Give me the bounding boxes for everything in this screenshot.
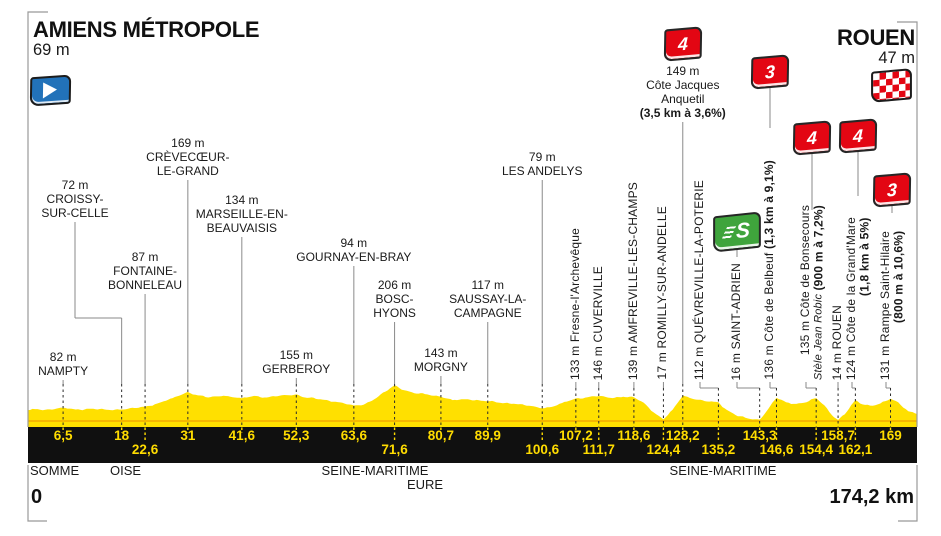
finish-elevation: 47 m xyxy=(878,49,915,67)
waypoint-label: 17 m ROMILLY-SUR-ANDELLE xyxy=(655,206,670,380)
total-distance-label: 174,2 km xyxy=(829,486,914,508)
km-tick-label: 18 xyxy=(114,427,130,443)
waypoint-label: 206 m BOSC- HYONS xyxy=(373,278,416,320)
waypoint-label: 139 m AMFREVILLE-LES-CHAMPS xyxy=(625,181,640,380)
km-tick-label: 22,6 xyxy=(131,441,159,457)
waypoint-label: 149 m Côte Jacques Anquetil (3,5 km à 3,6%) xyxy=(639,64,726,120)
waypoint-label: 94 m GOURNAY-EN-BRAY xyxy=(296,236,412,264)
waypoint-label: 146 m CUVERVILLE xyxy=(590,265,605,380)
waypoint-label: 79 m LES ANDELYS xyxy=(501,150,583,178)
start-flag-triangle xyxy=(42,81,58,99)
km-tick-label: 80,7 xyxy=(427,427,455,443)
km-tick-label: 107,2 xyxy=(558,427,593,443)
sprint-letter: S xyxy=(735,218,750,244)
km-tick-label: 124,4 xyxy=(646,441,681,457)
km-tick-label: 89,9 xyxy=(474,427,501,443)
km-tick-label: 169 xyxy=(879,427,902,443)
waypoint-label: 131 m Rampe Saint-Hilaire (800 m à 10,6%) xyxy=(878,230,906,380)
finish-flag-icon xyxy=(871,68,912,103)
bracket-bottom-left xyxy=(27,465,47,522)
sprint-speed-lines-icon xyxy=(721,225,737,241)
waypoint-label: 124 m Côte de la Grand'Mare (1,8 km à 5%) xyxy=(844,216,872,380)
category-badge: 4 xyxy=(838,118,878,154)
waypoint-label: 136 m Côte de Belbeuf (1,3 km à 9,1%) xyxy=(762,160,776,380)
category-badge: 3 xyxy=(750,54,790,90)
start-flag-icon xyxy=(29,74,72,107)
km-tick-label: 41,6 xyxy=(228,427,255,443)
km-tick-label: 52,3 xyxy=(283,427,310,443)
km-tick-label: 154,4 xyxy=(799,441,834,457)
department-label: SOMME xyxy=(30,463,80,478)
km-tick-label: 71,6 xyxy=(381,441,408,457)
km-tick-label: 118,6 xyxy=(617,427,651,443)
waypoint-label: 72 m CROISSY- SUR-CELLE xyxy=(41,178,109,220)
waypoint-label: 82 m NAMPTY xyxy=(38,350,89,378)
waypoint-label: 112 m QUÉVREVILLE-LA-POTERIE xyxy=(692,179,706,380)
bracket-top-right xyxy=(897,21,918,427)
waypoint-label: 143 m MORGNY xyxy=(413,346,468,374)
waypoint-label: 117 m SAUSSAY-LA- CAMPAGNE xyxy=(449,278,527,320)
km-tick-label: 162,1 xyxy=(838,441,873,457)
bracket-top-left xyxy=(27,11,48,427)
finish-city-name: ROUEN xyxy=(837,25,915,50)
waypoint-label: 87 m FONTAINE- BONNELEAU xyxy=(108,250,183,292)
km-tick-label: 158,7 xyxy=(821,427,855,443)
km-tick-label: 143,3 xyxy=(742,427,777,443)
waypoint-label: 169 m CRÈVECŒUR- LE-GRAND xyxy=(146,136,230,178)
km-tick-label: 63,6 xyxy=(340,427,367,443)
department-label: OISE xyxy=(110,463,142,478)
start-city-name: AMIENS MÉTROPOLE xyxy=(33,17,260,42)
category-badge: 4 xyxy=(663,26,702,62)
sprint-badge: S xyxy=(713,211,761,253)
distance-bar xyxy=(28,427,917,463)
waypoint-label: 155 m GERBEROY xyxy=(262,348,331,376)
km-tick-label: 100,6 xyxy=(525,441,560,457)
category-badge: 4 xyxy=(792,120,832,156)
elevation-profile-area xyxy=(28,385,917,427)
waypoint-label: 14 m ROUEN xyxy=(830,304,844,380)
km-tick-label: 128,2 xyxy=(665,427,700,443)
start-elevation: 69 m xyxy=(33,41,70,59)
department-label: SEINE-MARITIME xyxy=(321,463,429,478)
department-label: EURE xyxy=(406,477,444,492)
start-km-label: 0 xyxy=(31,486,43,508)
department-label: SEINE-MARITIME xyxy=(669,463,777,478)
km-tick-label: 135,2 xyxy=(701,441,736,457)
km-tick-label: 111,7 xyxy=(582,441,615,457)
finish-header: ROUEN 47 m xyxy=(837,26,915,68)
km-tick-label: 146,6 xyxy=(759,441,794,457)
waypoint-label: 133 m Fresne-l'Archevêque xyxy=(567,227,582,380)
waypoint-label: 134 m MARSEILLE-EN- BEAUVAISIS xyxy=(195,193,288,235)
start-header: AMIENS MÉTROPOLE 69 m xyxy=(33,17,260,60)
category-badge: 3 xyxy=(872,172,912,208)
km-tick-label: 31 xyxy=(180,427,196,443)
waypoint-label: 16 m SAINT-ADRIEN xyxy=(729,262,743,380)
bracket-bottom-right xyxy=(898,465,918,522)
km-tick-label: 6,5 xyxy=(53,427,73,443)
waypoint-label: 135 m Côte de Bonsecours Stèle Jean Robic… xyxy=(798,204,826,380)
